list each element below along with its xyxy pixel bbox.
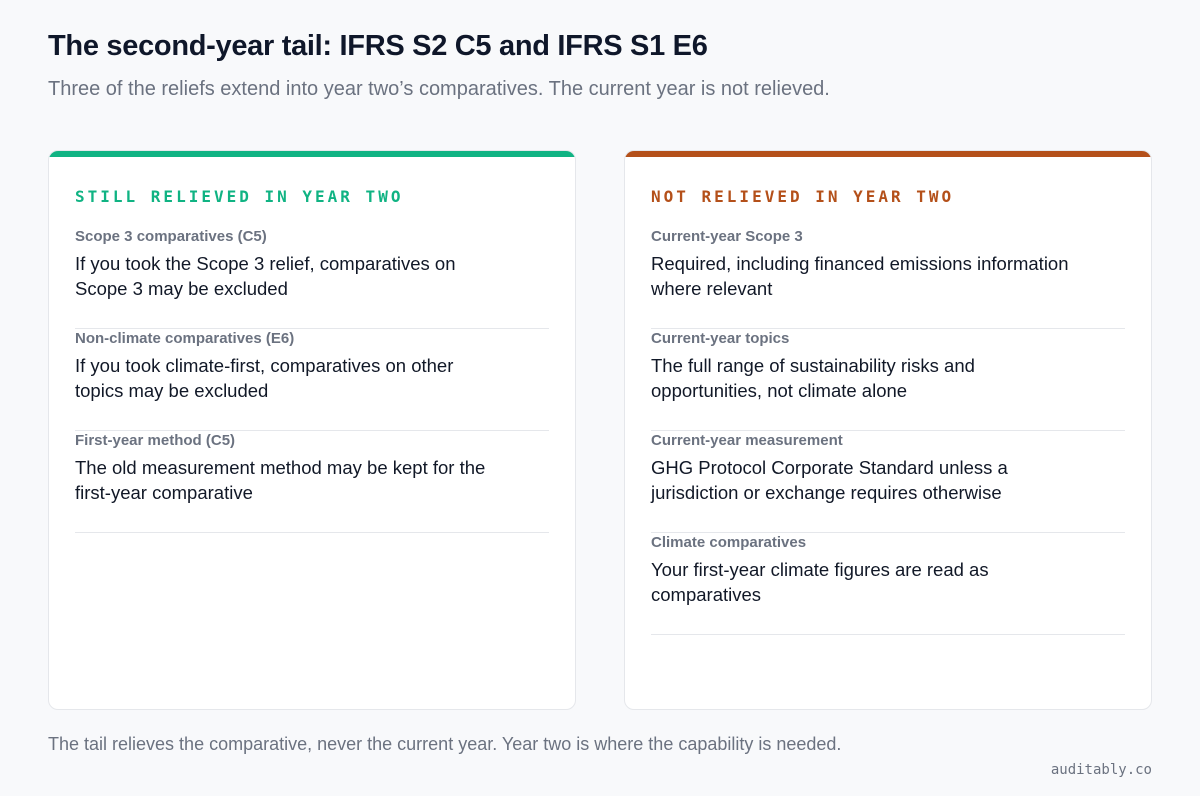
accent-bar (625, 151, 1151, 157)
item-text: If you took the Scope 3 relief, comparat… (75, 253, 456, 299)
not-relieved-list: Current-year Scope 3 Required, including… (651, 227, 1125, 635)
item-label: Current-year topics (651, 330, 790, 347)
item-text: The full range of sustainability risks a… (651, 355, 975, 401)
card-heading: STILL RELIEVED IN YEAR TWO (75, 187, 404, 206)
page-subtitle: Three of the reliefs extend into year tw… (48, 78, 830, 100)
brand-link[interactable]: auditably.co (1050, 762, 1152, 778)
not-relieved-card: NOT RELIEVED IN YEAR TWO Current-year Sc… (624, 150, 1152, 710)
item-text: Required, including financed emissions i… (651, 253, 1069, 299)
list-item: Scope 3 comparatives (C5) If you took th… (75, 227, 549, 329)
card-heading: NOT RELIEVED IN YEAR TWO (651, 187, 955, 206)
item-text: If you took climate-first, comparatives … (75, 355, 454, 401)
item-label: First-year method (C5) (75, 432, 236, 449)
item-text: GHG Protocol Corporate Standard unless a… (651, 457, 1008, 503)
list-item: Non-climate comparatives (E6) If you too… (75, 329, 549, 431)
item-label: Climate comparatives (651, 534, 807, 551)
list-item: Current-year Scope 3 Required, including… (651, 227, 1125, 329)
item-label: Current-year measurement (651, 432, 843, 449)
relief-list: Scope 3 comparatives (C5) If you took th… (75, 227, 549, 533)
list-item: First-year method (C5) The old measureme… (75, 431, 549, 533)
list-item: Current-year measurement GHG Protocol Co… (651, 431, 1125, 533)
footer-note: The tail relieves the comparative, never… (48, 734, 842, 754)
still-relieved-card: STILL RELIEVED IN YEAR TWO Scope 3 compa… (48, 150, 576, 710)
item-text: The old measurement method may be kept f… (75, 457, 486, 503)
item-text: Your first-year climate figures are read… (651, 559, 989, 605)
page-title: The second-year tail: IFRS S2 C5 and IFR… (48, 30, 708, 62)
list-item: Climate comparatives Your first-year cli… (651, 533, 1125, 635)
item-label: Scope 3 comparatives (C5) (75, 228, 267, 245)
accent-bar (49, 151, 575, 157)
item-label: Current-year Scope 3 (651, 228, 803, 245)
item-label: Non-climate comparatives (E6) (75, 330, 295, 347)
list-item: Current-year topics The full range of su… (651, 329, 1125, 431)
